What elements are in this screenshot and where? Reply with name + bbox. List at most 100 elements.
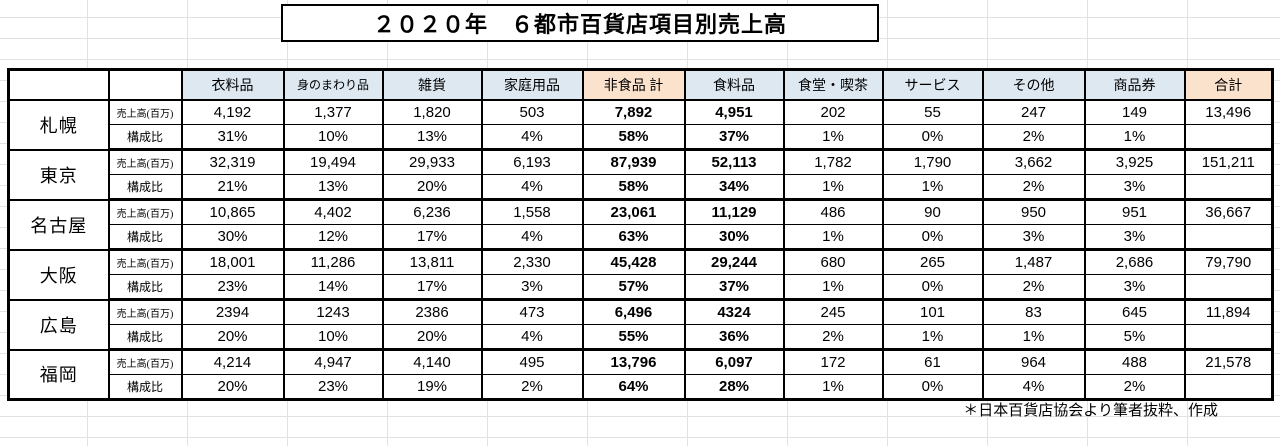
- row-label: 売上高(百万): [107, 148, 183, 175]
- value-cell: 4324: [683, 298, 785, 325]
- column-header: 合計: [1183, 68, 1274, 101]
- value-cell: 13,796: [581, 348, 686, 375]
- value-cell: 2386: [381, 298, 483, 325]
- value-cell: 12%: [282, 224, 384, 251]
- value-cell: 2%: [1083, 374, 1186, 401]
- row-label: 構成比: [107, 274, 183, 301]
- value-cell: 11,129: [683, 198, 785, 225]
- value-cell: [1183, 224, 1274, 251]
- value-cell: 2%: [480, 374, 584, 401]
- value-cell: 64%: [581, 374, 686, 401]
- table-row: 札幌 売上高(百万) 4,192 1,377 1,820 503 7,892 4,951 202…: [7, 98, 1274, 151]
- value-cell: 13%: [381, 124, 483, 151]
- column-header: 衣料品: [180, 68, 285, 101]
- value-cell: 21%: [180, 174, 285, 201]
- value-cell: 4,140: [381, 348, 483, 375]
- value-cell: 1,377: [282, 98, 384, 125]
- value-cell: 265: [881, 248, 984, 275]
- value-cell: 1,487: [981, 248, 1086, 275]
- value-cell: 10%: [282, 124, 384, 151]
- value-cell: 18,001: [180, 248, 285, 275]
- value-cell: 4%: [480, 224, 584, 251]
- column-header: 非食品 計: [581, 68, 686, 101]
- table-row: 構成比 30% 12% 17% 4% 63% 30% 1% 0% 3% 3%: [9, 224, 1274, 251]
- header-row: 衣料品 身のまわり品 雑貨 家庭用品 非食品 計食料品 食堂・喫茶 サービス その他 商品券 合計: [7, 68, 1274, 101]
- value-cell: 10%: [282, 324, 384, 351]
- value-cell: 1%: [782, 124, 884, 151]
- value-cell: 11,894: [1183, 298, 1274, 325]
- value-cell: 3,662: [981, 148, 1086, 175]
- column-header: 食堂・喫茶: [782, 68, 884, 101]
- value-cell: 20%: [180, 374, 285, 401]
- row-label: 構成比: [107, 374, 183, 401]
- value-cell: 149: [1083, 98, 1186, 125]
- city-name: 大阪: [7, 248, 110, 301]
- value-cell: 0%: [881, 274, 984, 301]
- value-cell: 29,244: [683, 248, 785, 275]
- value-cell: 2,686: [1083, 248, 1186, 275]
- value-cell: 31%: [180, 124, 285, 151]
- table-row: 構成比 20% 23% 19% 2% 64% 28% 1% 0% 4% 2%: [9, 374, 1274, 401]
- value-cell: 488: [1083, 348, 1186, 375]
- value-cell: [1183, 374, 1274, 401]
- value-cell: 3%: [1083, 274, 1186, 301]
- value-cell: 645: [1083, 298, 1186, 325]
- value-cell: 13,496: [1183, 98, 1274, 125]
- value-cell: 2,330: [480, 248, 584, 275]
- value-cell: 6,236: [381, 198, 483, 225]
- value-cell: 2%: [981, 274, 1086, 301]
- city-name: 広島: [7, 298, 110, 351]
- value-cell: 90: [881, 198, 984, 225]
- value-cell: 3%: [1083, 224, 1186, 251]
- value-cell: 951: [1083, 198, 1186, 225]
- value-cell: 245: [782, 298, 884, 325]
- value-cell: 3%: [981, 224, 1086, 251]
- value-cell: 0%: [881, 224, 984, 251]
- table-row: 福岡 売上高(百万) 4,214 4,947 4,140 495 13,796 6,097 17…: [7, 348, 1274, 401]
- value-cell: 6,097: [683, 348, 785, 375]
- value-cell: 36%: [683, 324, 785, 351]
- value-cell: 55: [881, 98, 984, 125]
- value-cell: 3,925: [1083, 148, 1186, 175]
- value-cell: 1%: [881, 324, 984, 351]
- table-row: 構成比 31% 10% 13% 4% 58% 37% 1% 0% 2% 1%: [9, 124, 1274, 151]
- value-cell: 19%: [381, 374, 483, 401]
- table-row: 構成比 21% 13% 20% 4% 58% 34% 1% 1% 2% 3%: [9, 174, 1274, 201]
- value-cell: 29,933: [381, 148, 483, 175]
- value-cell: 61: [881, 348, 984, 375]
- value-cell: 486: [782, 198, 884, 225]
- value-cell: 495: [480, 348, 584, 375]
- value-cell: 20%: [180, 324, 285, 351]
- value-cell: 32,319: [180, 148, 285, 175]
- value-cell: 7,892: [581, 98, 686, 125]
- value-cell: 21,578: [1183, 348, 1274, 375]
- value-cell: 0%: [881, 374, 984, 401]
- value-cell: 5%: [1083, 324, 1186, 351]
- value-cell: 4,947: [282, 348, 384, 375]
- source-note: ＊日本百貨店協会より筆者抜粋、作成: [963, 403, 1218, 419]
- value-cell: [1183, 174, 1274, 201]
- column-header: 雑貨: [381, 68, 483, 101]
- value-cell: 23%: [282, 374, 384, 401]
- value-cell: 4,192: [180, 98, 285, 125]
- row-label: 構成比: [107, 174, 183, 201]
- value-cell: 1,790: [881, 148, 984, 175]
- value-cell: 151,211: [1183, 148, 1274, 175]
- row-label: 売上高(百万): [107, 348, 183, 375]
- value-cell: 17%: [381, 274, 483, 301]
- value-cell: 30%: [683, 224, 785, 251]
- column-header: 食料品: [683, 68, 785, 101]
- value-cell: 101: [881, 298, 984, 325]
- value-cell: 2%: [981, 124, 1086, 151]
- table-row: 構成比 23% 14% 17% 3% 57% 37% 1% 0% 2% 3%: [9, 274, 1274, 301]
- row-label: 売上高(百万): [107, 248, 183, 275]
- value-cell: 964: [981, 348, 1086, 375]
- value-cell: 14%: [282, 274, 384, 301]
- value-cell: 13,811: [381, 248, 483, 275]
- value-cell: 55%: [581, 324, 686, 351]
- value-cell: 13%: [282, 174, 384, 201]
- value-cell: 3%: [480, 274, 584, 301]
- page-title: ２０２０年 ６都市百貨店項目別売上高: [281, 4, 879, 42]
- value-cell: 0%: [881, 124, 984, 151]
